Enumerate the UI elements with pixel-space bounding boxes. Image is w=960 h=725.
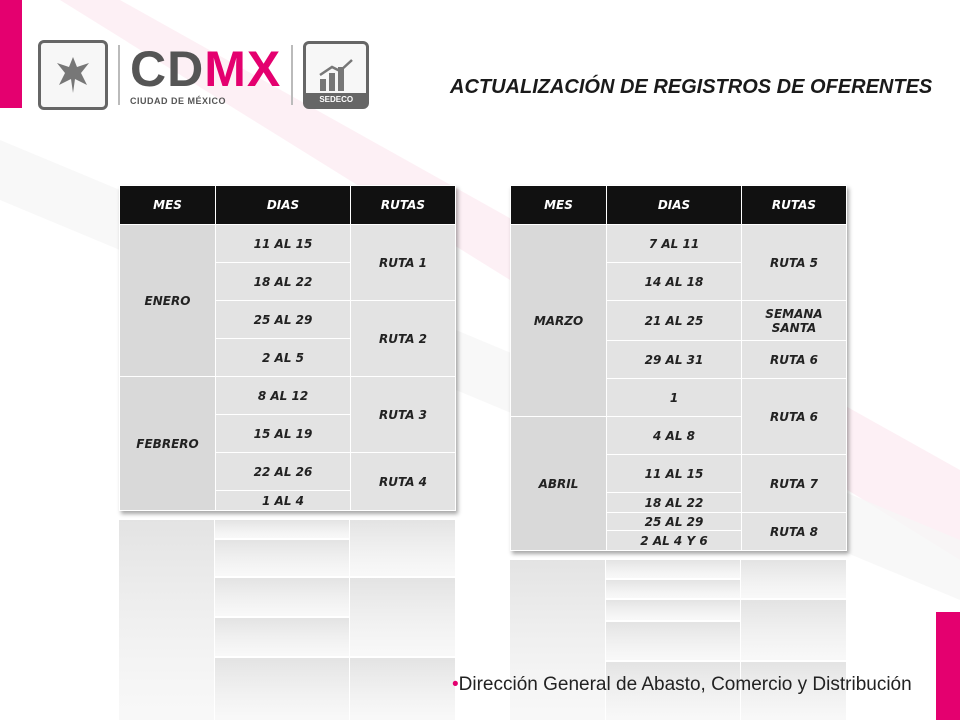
days-cell: 4 AL 8: [606, 416, 742, 455]
table-row: 2 AL 5: [120, 338, 456, 377]
pink-header-bar: [0, 0, 22, 108]
logo-group: CDMX CIUDAD DE MÉXICO SEDECO: [38, 40, 370, 110]
cdmx-subtitle: CIUDAD DE MÉXICO: [130, 96, 227, 106]
days-cell: 29 AL 31: [606, 340, 742, 379]
route-cell: RUTA 6: [741, 340, 847, 379]
route-cell: RUTA 1: [350, 224, 456, 301]
table-row: 18 AL 22: [511, 492, 847, 513]
table-row: 15 AL 19: [120, 414, 456, 453]
table-row: 21 AL 25 SEMANA SANTA: [511, 300, 847, 341]
reflection-cells: [119, 520, 455, 720]
days-cell: 2 AL 5: [215, 338, 351, 377]
pink-corner-bar: [936, 612, 960, 720]
month-cell: ABRIL: [510, 416, 607, 551]
table-reflection: [510, 560, 846, 720]
route-cell: RUTA 6: [741, 378, 847, 455]
days-cell: 14 AL 18: [606, 262, 742, 301]
sedeco-logo: SEDECO: [303, 41, 370, 109]
route-cell: RUTA 4: [350, 452, 456, 511]
days-cell: 7 AL 11: [606, 224, 742, 263]
table-row: 25 AL 29 RUTA 8: [511, 512, 847, 551]
schedule-table-mar-apr: MES DIAS RUTAS MARZO 7 AL 11 RUTA 5 14 A…: [510, 185, 847, 551]
header-mes: MES: [510, 185, 607, 225]
table-row: 1 RUTA 6: [511, 378, 847, 455]
cdmx-wordmark: CDMX: [130, 41, 282, 97]
days-cell: 15 AL 19: [215, 414, 351, 453]
days-cell: 11 AL 15: [606, 454, 742, 493]
reflection-cells: [510, 560, 846, 720]
days-cell: 2 AL 4 Y 6: [606, 530, 742, 551]
table-row: 11 AL 15 RUTA 7: [511, 454, 847, 513]
route-cell: RUTA 5: [741, 224, 847, 301]
logo-separator: [291, 45, 294, 105]
days-cell: 25 AL 29: [215, 300, 351, 339]
month-cell: FEBRERO: [119, 376, 216, 511]
table-row: ENERO 11 AL 15 RUTA 1: [119, 224, 456, 377]
header-dias: DIAS: [606, 185, 742, 225]
route-cell: RUTA 7: [741, 454, 847, 513]
route-cell: RUTA 3: [350, 376, 456, 453]
days-cell: 11 AL 15: [215, 224, 351, 263]
header-rutas: RUTAS: [350, 185, 456, 225]
logo-separator: [118, 45, 120, 105]
header-mes: MES: [119, 185, 216, 225]
table-row: 22 AL 26 RUTA 4: [120, 452, 456, 511]
sedeco-label: SEDECO: [306, 93, 367, 106]
table-row: 14 AL 18: [511, 262, 847, 301]
days-cell: 8 AL 12: [215, 376, 351, 415]
angel-icon: [57, 57, 89, 93]
days-cell: 21 AL 25: [606, 300, 742, 341]
header-rutas: RUTAS: [741, 185, 847, 225]
growth-chart-icon: [319, 59, 354, 91]
header-dias: DIAS: [215, 185, 351, 225]
page-title: ACTUALIZACIÓN DE REGISTROS DE OFERENTES: [450, 76, 933, 98]
table-row: FEBRERO 8 AL 12 RUTA 3: [119, 376, 456, 511]
days-cell: 18 AL 22: [215, 262, 351, 301]
month-cell: ENERO: [119, 224, 216, 377]
days-cell: 18 AL 22: [606, 492, 742, 513]
month-cell: MARZO: [510, 224, 607, 417]
table-header-row: MES DIAS RUTAS: [119, 185, 456, 225]
table-header-row: MES DIAS RUTAS: [510, 185, 847, 225]
schedule-table-jan-feb: MES DIAS RUTAS ENERO 11 AL 15 RUTA 1 18 …: [119, 185, 456, 511]
route-cell: RUTA 2: [350, 300, 456, 377]
route-cell: RUTA 8: [741, 512, 847, 551]
table-row: 25 AL 29 RUTA 2: [120, 300, 456, 377]
days-cell: 22 AL 26: [215, 452, 351, 491]
table-row: 18 AL 22: [120, 262, 456, 301]
footer-text: •Dirección General de Abasto, Comercio y…: [452, 674, 912, 696]
cdmx-logo: CDMX CIUDAD DE MÉXICO: [130, 44, 281, 106]
footer-bullet: •: [452, 674, 459, 695]
table-row: 29 AL 31 RUTA 6: [511, 340, 847, 379]
route-cell: SEMANA SANTA: [741, 300, 847, 341]
days-cell: 1 AL 4: [215, 490, 351, 511]
days-cell: 1: [606, 378, 742, 417]
table-reflection: [119, 520, 455, 720]
table-row: MARZO 7 AL 11 RUTA 5: [510, 224, 847, 417]
footer-label: Dirección General de Abasto, Comercio y …: [458, 674, 912, 695]
table-row: 2 AL 4 Y 6: [511, 530, 847, 551]
table-row: 1 AL 4: [120, 490, 456, 511]
cdmx-seal-logo: [38, 40, 108, 110]
days-cell: 25 AL 29: [606, 512, 742, 531]
